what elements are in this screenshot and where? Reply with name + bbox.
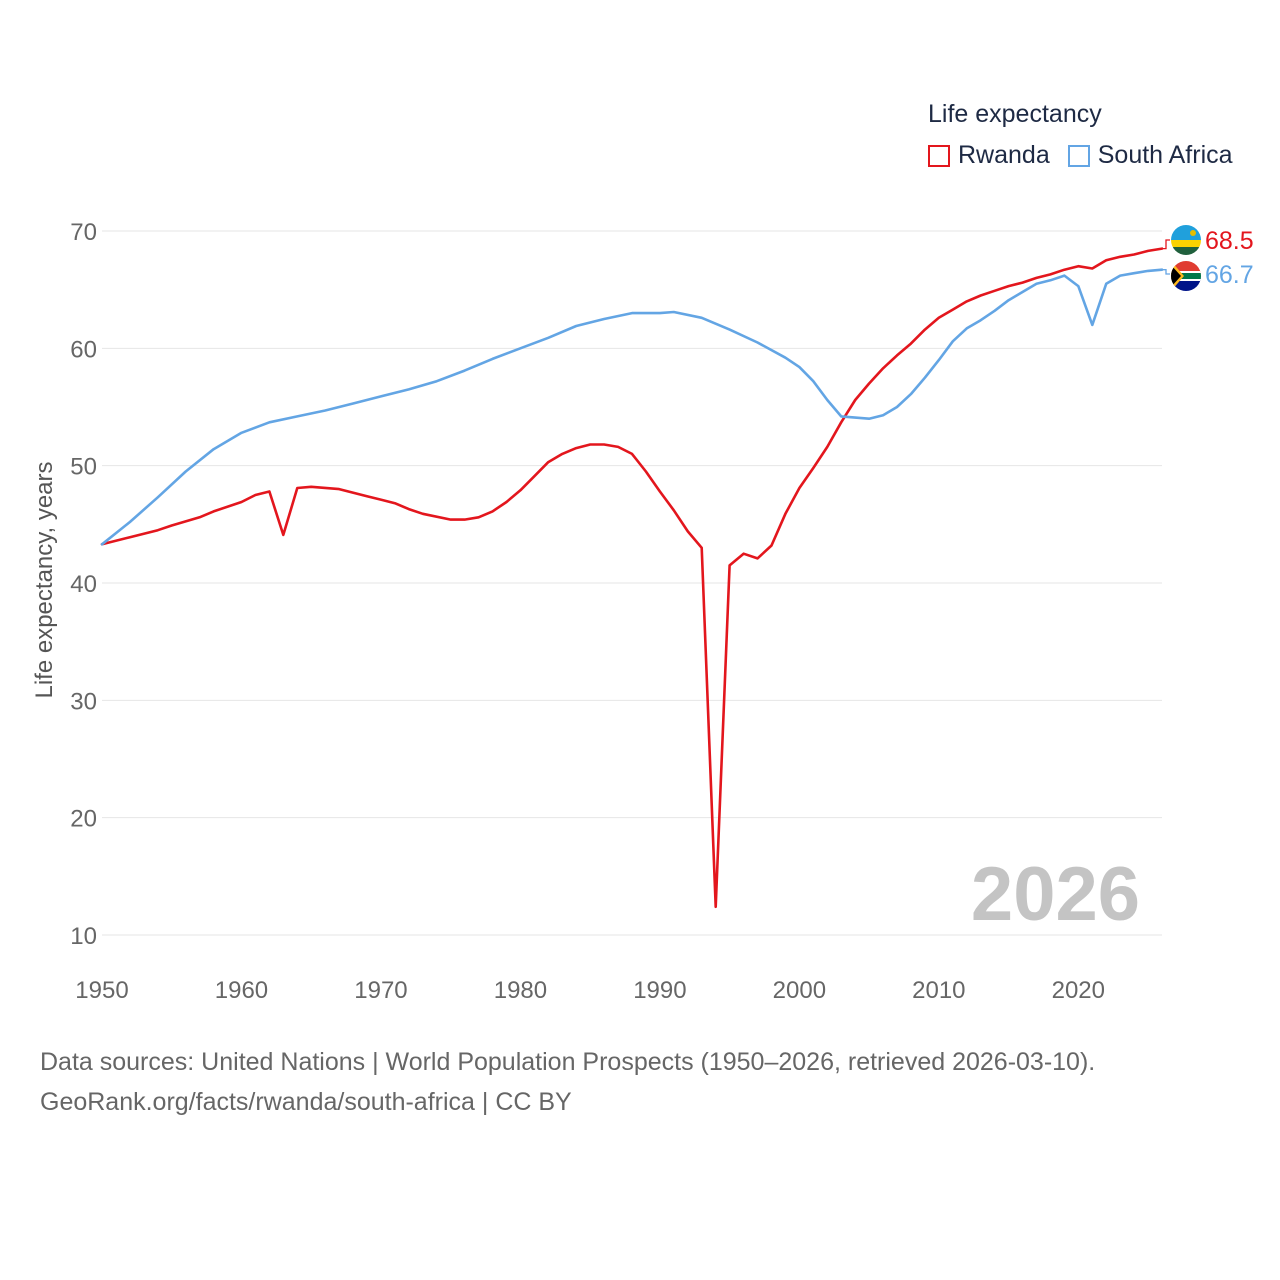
legend-swatch-rwanda <box>928 144 950 167</box>
x-tick-label-1970: 1970 <box>354 977 407 1004</box>
legend-label-rwanda: Rwanda <box>958 141 1050 169</box>
x-tick-label-1980: 1980 <box>494 977 547 1004</box>
legend-swatch-south-africa <box>1067 144 1090 167</box>
legend-item-rwanda[interactable]: Rwanda <box>928 141 1050 170</box>
x-tick-label-2020: 2020 <box>1052 977 1105 1004</box>
y-tick-label-20: 20 <box>70 806 97 833</box>
attribution-link[interactable]: GeoRank.org/facts/rwanda/south-africa | … <box>40 1088 572 1116</box>
series-line-rwanda[interactable] <box>100 247 1164 909</box>
end-connector-rwanda <box>1162 239 1170 250</box>
legend-label-south-africa: South Africa <box>1097 141 1233 169</box>
x-tick-label-1990: 1990 <box>633 977 686 1004</box>
legend: Life expectancy Rwanda South Africa <box>928 100 1233 170</box>
x-axis-ticks: 1950 1960 1970 1980 1990 2000 2010 2020 <box>75 977 1105 1004</box>
series-line-south-africa[interactable] <box>100 268 1164 546</box>
rwanda-flag-icon <box>1171 225 1201 255</box>
y-tick-label-10: 10 <box>70 923 97 950</box>
south-africa-flag-icon <box>1171 261 1201 291</box>
legend-title: Life expectancy <box>928 100 1102 128</box>
y-axis-ticks: 10 20 30 40 50 60 70 <box>70 219 97 950</box>
y-tick-label-60: 60 <box>70 336 97 363</box>
grid-lines <box>102 230 1162 936</box>
end-connector-south-africa <box>1162 269 1170 275</box>
data-source-text: Data sources: United Nations | World Pop… <box>40 1048 1096 1076</box>
year-annotation: 2026 <box>971 852 1140 937</box>
end-label-south-africa: 66.7 <box>1205 261 1254 289</box>
y-tick-label-70: 70 <box>70 219 97 246</box>
y-tick-label-30: 30 <box>70 688 97 715</box>
y-axis-label: Life expectancy, years <box>31 461 58 698</box>
legend-items: Rwanda South Africa <box>928 141 1233 170</box>
end-label-rwanda: 68.5 <box>1205 227 1254 255</box>
series-lines <box>100 239 1170 909</box>
x-tick-label-1960: 1960 <box>215 977 268 1004</box>
footer: Data sources: United Nations | World Pop… <box>40 1042 1095 1122</box>
x-tick-label-2010: 2010 <box>912 977 965 1004</box>
end-markers <box>1171 225 1201 291</box>
end-labels: 68.5 66.7 <box>1205 227 1254 289</box>
legend-item-south-africa[interactable]: South Africa <box>1067 141 1233 170</box>
x-tick-label-1950: 1950 <box>75 977 128 1004</box>
y-tick-label-40: 40 <box>70 571 97 598</box>
x-tick-label-2000: 2000 <box>773 977 826 1004</box>
y-tick-label-50: 50 <box>70 454 97 481</box>
